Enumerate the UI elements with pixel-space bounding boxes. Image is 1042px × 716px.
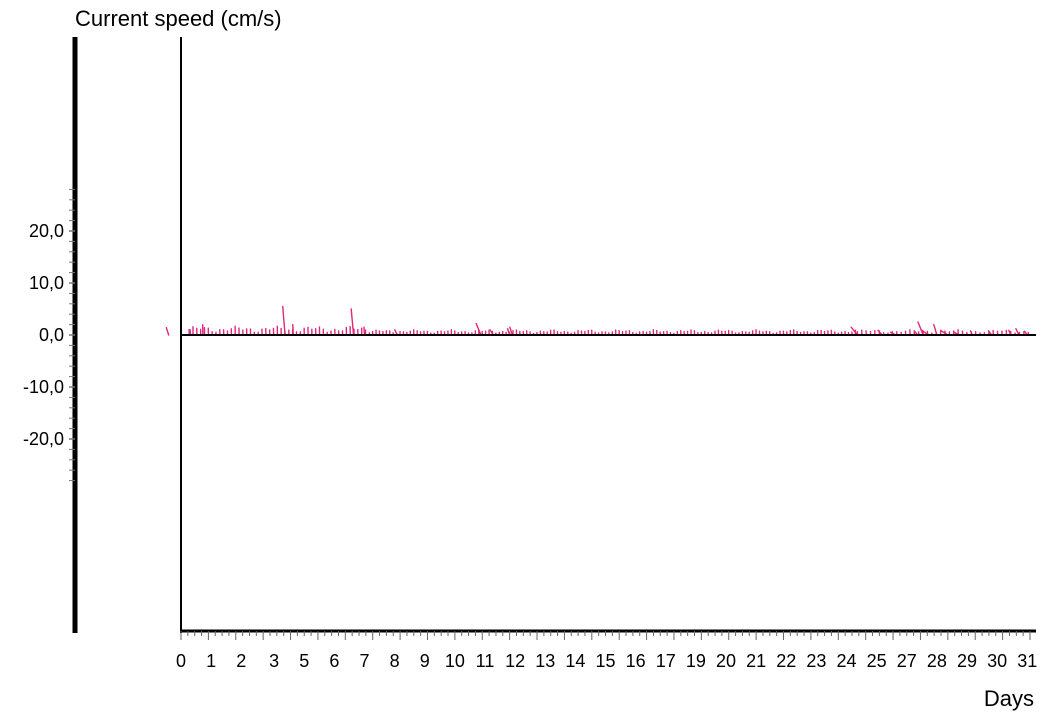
x-axis-title: Days — [984, 686, 1034, 711]
current-vector — [509, 326, 514, 336]
x-tick-label: 21 — [746, 651, 766, 671]
x-tick-label: 29 — [957, 651, 977, 671]
current-vector — [363, 326, 366, 336]
current-vector — [1015, 328, 1020, 336]
x-tick-label: 8 — [390, 651, 400, 671]
x-tick-label: 12 — [505, 651, 525, 671]
y-tick-label: 20,0 — [29, 221, 64, 241]
x-tick-label: 20 — [716, 651, 736, 671]
x-tick-label: 31 — [1017, 651, 1037, 671]
x-tick-label: 5 — [299, 651, 309, 671]
current-vector — [917, 321, 924, 336]
y-axis-title: Current speed (cm/s) — [75, 6, 282, 31]
current-vectors — [165, 305, 1030, 336]
current-vector — [506, 328, 511, 336]
x-ticks: 0 1 2 3 5 6 7 8 9 10 11 12 13 14 15 16 17 19 20 21 22 23 24 25 2… — [176, 631, 1037, 671]
x-tick-label: 6 — [329, 651, 339, 671]
current-vector — [850, 326, 859, 336]
current-vector — [475, 322, 482, 336]
x-tick-label: 3 — [269, 651, 279, 671]
x-tick-label: 14 — [565, 651, 585, 671]
x-tick-label: 0 — [176, 651, 186, 671]
y-tick-label: 0,0 — [39, 325, 64, 345]
x-tick-label: 17 — [656, 651, 676, 671]
y-tick-label: -20,0 — [23, 429, 64, 449]
x-tick-label: 30 — [987, 651, 1007, 671]
x-tick-label: 13 — [535, 651, 555, 671]
x-tick-label: 2 — [236, 651, 246, 671]
x-tick-label: 19 — [686, 651, 706, 671]
current-vector — [292, 323, 294, 336]
x-tick-label: 16 — [626, 651, 646, 671]
x-tick-label: 22 — [776, 651, 796, 671]
x-tick-label: 23 — [806, 651, 826, 671]
x-tick-label: 1 — [206, 651, 216, 671]
y-tick-label: 10,0 — [29, 273, 64, 293]
x-tick-label: 11 — [476, 651, 495, 671]
x-tick-label: 27 — [897, 651, 917, 671]
x-tick-label: 10 — [445, 651, 465, 671]
x-tick-label: 28 — [927, 651, 947, 671]
current-vector — [165, 327, 170, 336]
x-tick-label: 24 — [836, 651, 856, 671]
x-tick-label: 9 — [420, 651, 430, 671]
y-tick-label: -10,0 — [23, 377, 64, 397]
x-tick-label: 25 — [867, 651, 887, 671]
current-vector — [350, 308, 355, 336]
x-tick-label: 7 — [359, 651, 369, 671]
current-vector — [933, 323, 938, 336]
x-tick-label: 15 — [595, 651, 615, 671]
current-vector — [282, 305, 286, 336]
y-ticks: 20,0 10,0 0,0 -10,0 -20,0 — [23, 188, 75, 482]
